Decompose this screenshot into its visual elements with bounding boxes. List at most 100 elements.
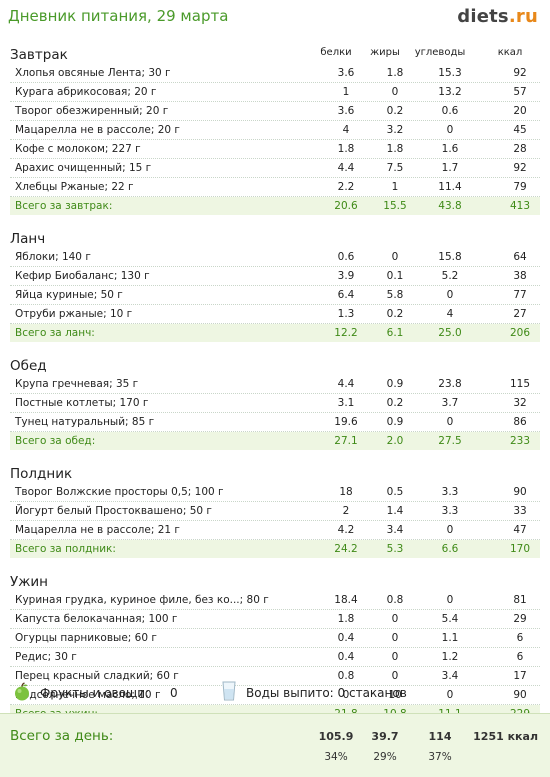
food-kcal: 92: [513, 162, 527, 174]
food-row[interactable]: Арахис очищенный; 15 г 4.4 7.5 1.7 92: [10, 159, 540, 178]
food-fat: 5.8: [386, 289, 404, 301]
food-carbs: 3.7: [441, 397, 459, 409]
meal-section: Ланч Яблоки; 140 г 0.6 0 15.8 64 Кефир Биобала…: [0, 228, 550, 355]
food-row[interactable]: Кофе с молоком; 227 г 1.8 1.8 1.6 28: [10, 140, 540, 159]
column-header-fat: жиры: [370, 47, 400, 58]
total-kcal: 413: [509, 200, 531, 212]
food-fat: 1.8: [386, 143, 404, 155]
food-row[interactable]: Хлопья овсяные Лента; 30 г 3.6 1.8 15.3 92: [10, 64, 540, 83]
food-row[interactable]: Подсолнечное масло; 10 г 0 10 0 90: [10, 686, 540, 705]
food-kcal: 92: [513, 67, 527, 79]
food-protein: 3.1: [337, 397, 355, 409]
food-protein: 3.6: [337, 67, 355, 79]
food-name: Крупа гречневая; 35 г: [15, 378, 139, 390]
food-row[interactable]: Творог Волжские просторы 0,5; 100 г 18 0.5…: [10, 483, 540, 502]
meal-title: Полдник: [10, 466, 73, 482]
food-fat: 0.1: [386, 270, 404, 282]
food-row[interactable]: Постные котлеты; 170 г 3.1 0.2 3.7 32: [10, 394, 540, 413]
meals-list: Завтрак Хлопья овсяные Лента; 30 г 3.6 1.8 1…: [0, 44, 550, 736]
food-row[interactable]: Перец красный сладкий; 60 г 0.8 0 3.4 17: [10, 667, 540, 686]
food-kcal: 45: [513, 124, 527, 136]
food-fat: 0: [391, 86, 399, 98]
food-row[interactable]: Мацарелла не в рассоле; 21 г 4.2 3.4 0 47: [10, 521, 540, 540]
food-row[interactable]: Крупа гречневая; 35 г 4.4 0.9 23.8 115: [10, 375, 540, 394]
column-header-kcal: ккал: [497, 47, 523, 58]
food-fat: 0: [391, 613, 399, 625]
food-carbs: 4: [446, 308, 454, 320]
food-name: Яйца куриные; 50 г: [15, 289, 123, 301]
food-row[interactable]: Тунец натуральный; 85 г 19.6 0.9 0 86: [10, 413, 540, 432]
food-fat: 0.2: [386, 397, 404, 409]
food-name: Перец красный сладкий; 60 г: [15, 670, 179, 682]
food-name: Арахис очищенный; 15 г: [15, 162, 152, 174]
meal-total-label: Всего за полдник:: [15, 543, 116, 555]
food-carbs: 1.7: [441, 162, 459, 174]
food-fat: 3.2: [386, 124, 404, 136]
total-kcal: 233: [509, 435, 531, 447]
food-kcal: 77: [513, 289, 527, 301]
fruit-value: 0: [170, 686, 178, 700]
food-fat: 0: [391, 632, 399, 644]
food-protein: 0.8: [337, 670, 355, 682]
food-name: Отруби ржаные; 10 г: [15, 308, 133, 320]
site-logo[interactable]: diets.ru: [457, 6, 538, 27]
food-carbs: 0: [446, 289, 454, 301]
logo-tld: .ru: [508, 6, 538, 27]
day-total-carbs: 114: [428, 730, 452, 743]
food-row[interactable]: Отруби ржаные; 10 г 1.3 0.2 4 27: [10, 305, 540, 324]
food-protein: 18: [339, 486, 353, 498]
food-row[interactable]: Капуста белокачанная; 100 г 1.8 0 5.4 29: [10, 610, 540, 629]
food-protein: 6.4: [337, 289, 355, 301]
day-total-label: Всего за день:: [10, 728, 114, 744]
total-protein: 24.2: [334, 543, 358, 555]
day-total-fat: 39.7: [371, 730, 399, 743]
food-row[interactable]: Кефир Биобаланс; 130 г 3.9 0.1 5.2 38: [10, 267, 540, 286]
meal-section: Ужин Куриная грудка, куриное филе, без ко…: [0, 571, 550, 736]
food-fat: 0: [391, 251, 399, 263]
meal-spacer: [0, 215, 550, 228]
food-row[interactable]: Яблоки; 140 г 0.6 0 15.8 64: [10, 248, 540, 267]
food-row[interactable]: Мацарелла не в рассоле; 20 г 4 3.2 0 45: [10, 121, 540, 140]
food-row[interactable]: Куриная грудка, куриное филе, без ко...;…: [10, 591, 540, 610]
food-protein: 2: [342, 505, 350, 517]
day-total-kcal: 1251 ккал: [473, 730, 538, 743]
food-protein: 1.3: [337, 308, 355, 320]
food-carbs: 1.1: [441, 632, 459, 644]
meal-section: Завтрак Хлопья овсяные Лента; 30 г 3.6 1.8 1…: [0, 44, 550, 228]
food-carbs: 5.4: [441, 613, 459, 625]
food-name: Постные котлеты; 170 г: [15, 397, 149, 409]
food-carbs: 23.8: [438, 378, 462, 390]
food-fat: 7.5: [386, 162, 404, 174]
food-kcal: 17: [513, 670, 527, 682]
food-kcal: 57: [513, 86, 527, 98]
food-protein: 1.8: [337, 613, 355, 625]
water-glass-icon: [222, 681, 236, 701]
food-kcal: 79: [513, 181, 527, 193]
food-row[interactable]: Творог обезжиренный; 20 г 3.6 0.2 0.6 20: [10, 102, 540, 121]
day-percent-carbs: 37%: [428, 751, 452, 763]
food-row[interactable]: Огурцы парниковые; 60 г 0.4 0 1.1 6: [10, 629, 540, 648]
meal-total-row: Всего за обед: 27.1 2.0 27.5 233: [10, 432, 540, 450]
total-carbs: 25.0: [438, 327, 462, 339]
food-fat: 1.8: [386, 67, 404, 79]
food-name: Редис; 30 г: [15, 651, 77, 663]
food-kcal: 64: [513, 251, 527, 263]
food-name: Тунец натуральный; 85 г: [15, 416, 155, 428]
food-carbs: 15.8: [438, 251, 462, 263]
food-carbs: 11.4: [438, 181, 462, 193]
food-kcal: 27: [513, 308, 527, 320]
total-carbs: 43.8: [438, 200, 462, 212]
food-carbs: 15.3: [438, 67, 462, 79]
food-protein: 4.4: [337, 378, 355, 390]
fruit-label: Фрукты и овощи:: [40, 686, 150, 700]
food-row[interactable]: Хлебцы Ржаные; 22 г 2.2 1 11.4 79: [10, 178, 540, 197]
logo-main: diets: [457, 6, 509, 27]
food-fat: 0.9: [386, 416, 404, 428]
food-row[interactable]: Курага абрикосовая; 20 г 1 0 13.2 57: [10, 83, 540, 102]
meal-spacer: [0, 558, 550, 571]
food-row[interactable]: Редис; 30 г 0.4 0 1.2 6: [10, 648, 540, 667]
food-row[interactable]: Яйца куриные; 50 г 6.4 5.8 0 77: [10, 286, 540, 305]
food-row[interactable]: Йогурт белый Простоквашено; 50 г 2 1.4 3.3 3…: [10, 502, 540, 521]
food-name: Йогурт белый Простоквашено; 50 г: [15, 505, 212, 517]
food-kcal: 20: [513, 105, 527, 117]
